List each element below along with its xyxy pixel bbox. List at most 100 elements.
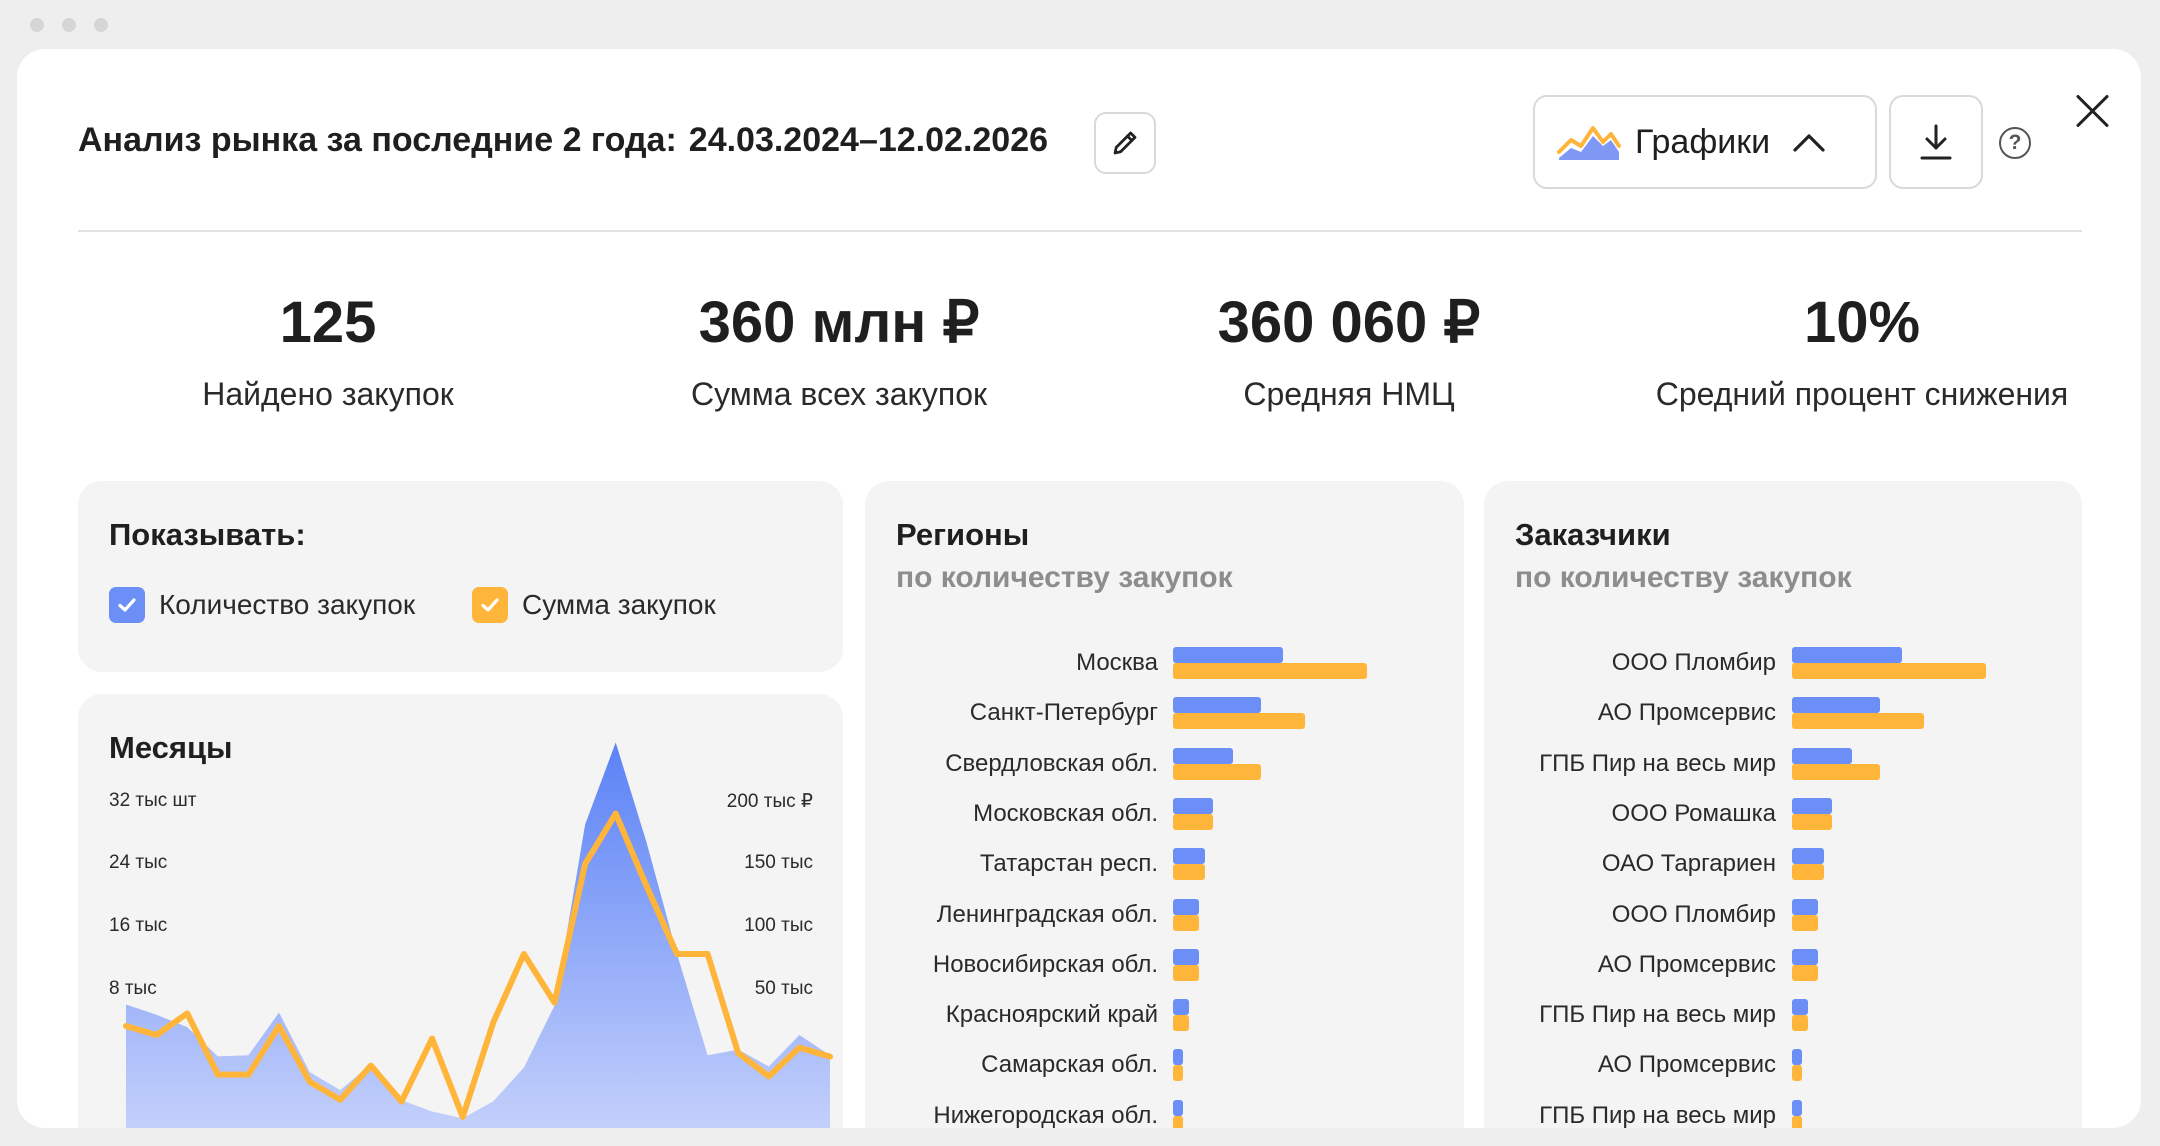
customer-count-bar	[1792, 647, 1902, 663]
customer-sum-bar	[1792, 663, 1986, 679]
region-bar-row[interactable]: Самарская обл.	[865, 1049, 1464, 1089]
region-sum-bar	[1173, 763, 1261, 780]
months-chart-card: Месяцы 32 тыс шт 24 тыс 16 тыс 8 тыс 200…	[78, 694, 843, 1128]
checkbox-label: Количество закупок	[159, 589, 416, 620]
stat-caption: Средняя НМЦ	[1243, 376, 1455, 412]
charts-button-label: Графики	[1635, 122, 1771, 161]
region-sum-bar	[1173, 713, 1305, 730]
months-title: Месяцы	[109, 730, 233, 765]
region-count-bar	[1173, 797, 1213, 814]
customer-bar-label: ГПБ Пир на весь мир	[1539, 749, 1776, 777]
region-count-bar	[1173, 747, 1233, 764]
y-tick-right: 150 тыс	[744, 852, 813, 873]
customer-bar-row[interactable]: ГПБ Пир на весь мир	[1484, 747, 2082, 788]
customer-bar-label: АО Промсервис	[1597, 699, 1776, 727]
customer-bar-label: ОАО Таргариен	[1601, 850, 1776, 878]
checkbox-count[interactable]: Количество закупок	[109, 587, 415, 623]
region-bar-row[interactable]: Московская обл.	[865, 797, 1464, 838]
region-bar-row[interactable]: Свердловская обл.	[865, 747, 1464, 788]
download-button[interactable]	[1889, 95, 1983, 189]
customer-bar-row[interactable]: АО Промсервис	[1484, 1049, 2082, 1089]
region-bar-row[interactable]: Татарстан респ.	[865, 848, 1464, 888]
y-tick-right: 200 тыс ₽	[726, 791, 813, 812]
stat-average-price: 360 060 ₽ Средняя НМЦ	[1094, 294, 1604, 413]
checkbox-checked-icon[interactable]	[472, 587, 508, 623]
region-bar-row[interactable]: Нижегородская обл.	[865, 1099, 1464, 1128]
region-sum-bar	[1173, 1065, 1183, 1082]
customer-count-bar	[1792, 797, 1832, 814]
customer-bar-row[interactable]: ООО Пломбир	[1484, 898, 2082, 939]
region-bar-label: Свердловская обл.	[945, 749, 1158, 777]
customer-bar-row[interactable]: ОАО Таргариен	[1484, 848, 2082, 888]
customer-sum-bar	[1792, 964, 1818, 981]
region-sum-bar	[1173, 813, 1213, 830]
download-icon	[1920, 124, 1952, 160]
customers-title: Заказчики	[1515, 517, 1671, 552]
customer-bar-row[interactable]: АО Промсервис	[1484, 697, 2082, 737]
customer-bar-row[interactable]: АО Промсервис	[1484, 948, 2082, 989]
y-tick-left: 8 тыс	[109, 978, 157, 999]
customer-count-bar	[1792, 1049, 1802, 1066]
regions-card: Регионы по количеству закупок Москва Санк…	[865, 481, 1464, 1128]
stat-average-reduction: 10% Средний процент снижения	[1607, 294, 2117, 413]
help-icon[interactable]: ?	[1999, 127, 2031, 159]
customer-bar-row[interactable]: ООО Пломбир	[1484, 647, 2082, 687]
region-bar-row[interactable]: Ленинградская обл.	[865, 898, 1464, 939]
window-dot	[62, 18, 76, 32]
region-bar-label: Ленинградская обл.	[936, 900, 1158, 928]
region-bar-label: Татарстан респ.	[979, 850, 1158, 878]
pencil-icon	[1113, 131, 1137, 155]
region-bar-row[interactable]: Москва	[865, 647, 1464, 687]
region-count-bar	[1173, 948, 1199, 965]
region-sum-bar	[1173, 914, 1199, 931]
customer-bar-label: ООО Пломбир	[1611, 649, 1776, 676]
customer-count-bar	[1792, 1099, 1802, 1116]
customer-count-bar	[1792, 697, 1880, 714]
close-button[interactable]	[2069, 87, 2117, 135]
region-bar-label: Красноярский край	[945, 1001, 1158, 1029]
customer-bar-label: ООО Пломбир	[1611, 900, 1776, 928]
customer-bar-row[interactable]: ООО Ромашка	[1484, 797, 2082, 838]
chart-area-icon	[1557, 126, 1621, 160]
stat-value: 10%	[1803, 290, 1921, 355]
y-tick-right: 100 тыс	[744, 915, 813, 936]
edit-period-button[interactable]	[1094, 112, 1156, 174]
charts-toggle-button[interactable]: Графики	[1533, 95, 1877, 189]
stat-caption: Средний процент снижения	[1655, 376, 2069, 412]
page-title: Анализ рынка за последние 2 года: 24.03.2…	[78, 121, 1048, 160]
checkbox-sum[interactable]: Сумма закупок	[472, 587, 716, 623]
customer-bar-label: ГПБ Пир на весь мир	[1539, 1001, 1776, 1029]
region-bar-row[interactable]: Санкт-Петербург	[865, 697, 1464, 737]
customer-sum-bar	[1792, 1115, 1802, 1128]
region-bar-label: Москва	[1076, 649, 1158, 676]
region-count-bar	[1173, 1099, 1183, 1116]
region-bar-label: Нижегородская обл.	[933, 1101, 1158, 1128]
stat-total-sum: 360 млн ₽ Сумма всех закупок	[584, 294, 1094, 413]
region-bar-row[interactable]: Красноярский край	[865, 999, 1464, 1039]
region-sum-bar	[1173, 663, 1367, 679]
region-sum-bar	[1173, 964, 1199, 981]
region-count-bar	[1173, 999, 1189, 1016]
y-tick-right: 50 тыс	[754, 978, 813, 999]
region-bar-label: Санкт-Петербург	[969, 699, 1158, 727]
customer-sum-bar	[1792, 1065, 1802, 1082]
customer-sum-bar	[1792, 763, 1880, 780]
y-tick-left: 32 тыс шт	[109, 790, 197, 811]
region-bar-row[interactable]: Новосибирская обл.	[865, 948, 1464, 989]
customer-bar-label: АО Промсервис	[1597, 1051, 1776, 1079]
stat-value: 360 млн ₽	[698, 290, 980, 355]
stat-found: 125 Найдено закупок	[73, 294, 583, 413]
customer-count-bar	[1792, 948, 1818, 965]
customer-bar-row[interactable]: ГПБ Пир на весь мир	[1484, 999, 2082, 1039]
customer-bar-row[interactable]: ГПБ Пир на весь мир	[1484, 1099, 2082, 1128]
customer-bar-label: ГПБ Пир на весь мир	[1539, 1101, 1776, 1128]
regions-subtitle: по количеству закупок	[896, 561, 1233, 594]
region-count-bar	[1173, 1049, 1183, 1066]
window-controls	[30, 18, 108, 32]
checkbox-checked-icon[interactable]	[109, 587, 145, 623]
customer-sum-bar	[1792, 813, 1832, 830]
stat-caption: Сумма всех закупок	[690, 376, 987, 412]
customer-count-bar	[1792, 898, 1818, 915]
customers-subtitle: по количеству закупок	[1515, 561, 1852, 594]
customers-card: Заказчики по количеству закупок ООО Плом…	[1484, 481, 2082, 1128]
